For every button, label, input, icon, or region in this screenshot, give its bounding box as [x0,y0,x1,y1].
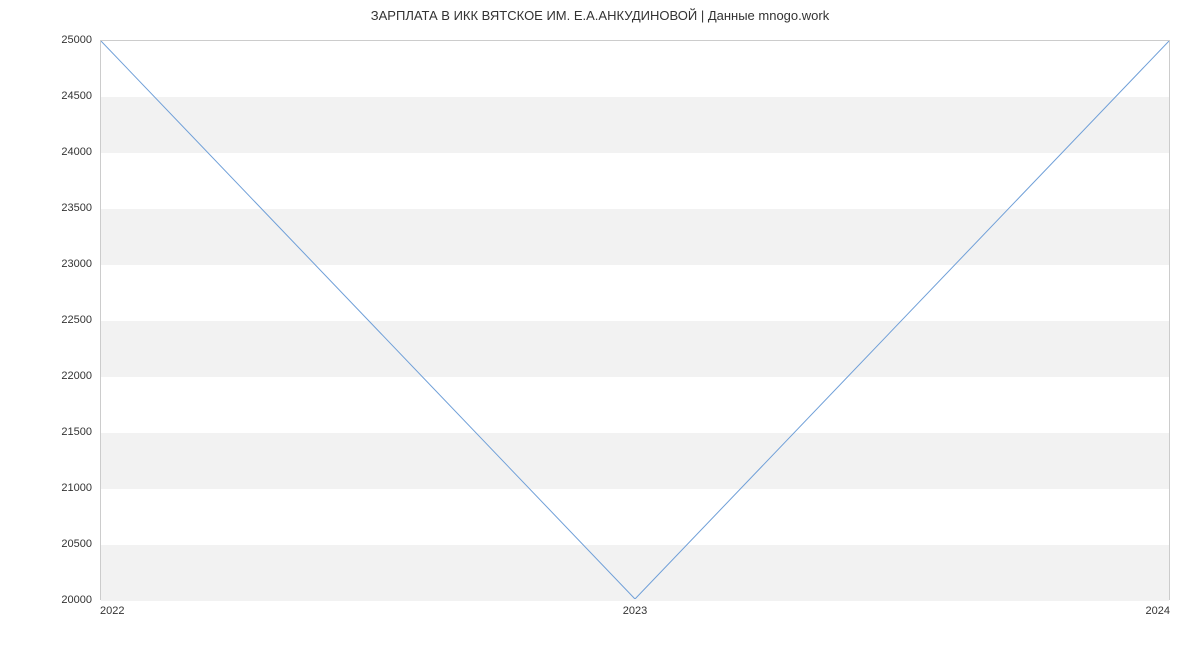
y-tick-label: 24000 [12,146,92,158]
x-tick-label: 2024 [1146,605,1170,617]
y-tick-label: 21000 [12,482,92,494]
x-tick-label: 2023 [623,605,647,617]
line-layer [101,41,1169,599]
y-tick-label: 24500 [12,90,92,102]
plot-area [100,40,1170,600]
y-tick-label: 22500 [12,314,92,326]
y-tick-label: 23000 [12,258,92,270]
y-tick-label: 25000 [12,34,92,46]
y-tick-label: 22000 [12,370,92,382]
y-tick-label: 20500 [12,538,92,550]
chart-title: ЗАРПЛАТА В ИКК ВЯТСКОЕ ИМ. Е.А.АНКУДИНОВ… [0,8,1200,23]
y-tick-label: 20000 [12,594,92,606]
series-line [101,41,1169,599]
chart-container: ЗАРПЛАТА В ИКК ВЯТСКОЕ ИМ. Е.А.АНКУДИНОВ… [0,0,1200,650]
y-tick-label: 21500 [12,426,92,438]
y-tick-label: 23500 [12,202,92,214]
x-tick-label: 2022 [100,605,124,617]
